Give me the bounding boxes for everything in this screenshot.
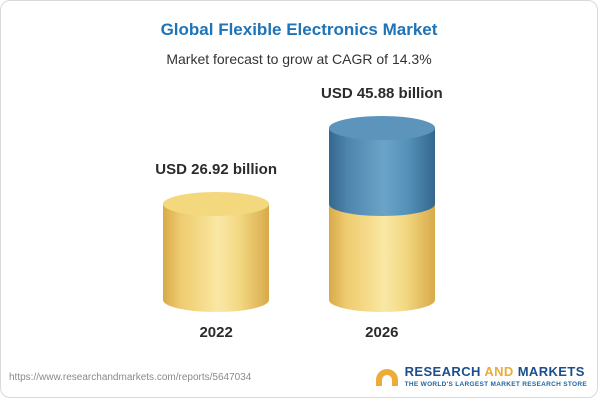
- logo-word-research: RESEARCH: [404, 364, 481, 379]
- year-label-2026: 2026: [365, 324, 399, 341]
- cylinder-2026-base-segment: [328, 204, 435, 312]
- arch-logo-icon: [375, 369, 398, 386]
- logo-text: RESEARCH AND MARKETS THE WORLD'S LARGEST…: [405, 364, 587, 388]
- chart-title: Global Flexible Electronics Market: [160, 20, 438, 39]
- cylinder-2026-growth-segment: [328, 128, 435, 216]
- value-label-2022: USD 26.92 billion: [155, 161, 277, 178]
- logo-tagline: THE WORLD'S LARGEST MARKET RESEARCH STOR…: [404, 381, 587, 388]
- chart-subtitle: Market forecast to grow at CAGR of 14.3%: [166, 51, 432, 67]
- year-label-2022: 2022: [199, 324, 233, 341]
- value-label-2026: USD 45.88 billion: [321, 85, 443, 102]
- cylinder-2022-top-ellipse: [163, 192, 270, 216]
- cylinder-2022: [163, 192, 270, 312]
- bar-group-2026: USD 45.88 billion 2026: [321, 85, 443, 341]
- bar-group-2022: USD 26.92 billion 2022: [155, 161, 277, 341]
- logo-wordmark: RESEARCH AND MARKETS: [405, 364, 587, 379]
- cylinder-2022-body: [163, 204, 270, 312]
- chart-area: USD 26.92 billion 2022 USD 45.88 billion…: [1, 85, 597, 341]
- logo-word-markets: MARKETS: [517, 364, 585, 379]
- logo-word-and: AND: [484, 364, 514, 379]
- researchandmarkets-logo: RESEARCH AND MARKETS THE WORLD'S LARGEST…: [375, 364, 587, 388]
- source-url-link[interactable]: https://www.researchandmarkets.com/repor…: [9, 372, 252, 383]
- cylinder-2026-top-ellipse: [328, 116, 435, 140]
- cylinder-2026: [328, 116, 435, 312]
